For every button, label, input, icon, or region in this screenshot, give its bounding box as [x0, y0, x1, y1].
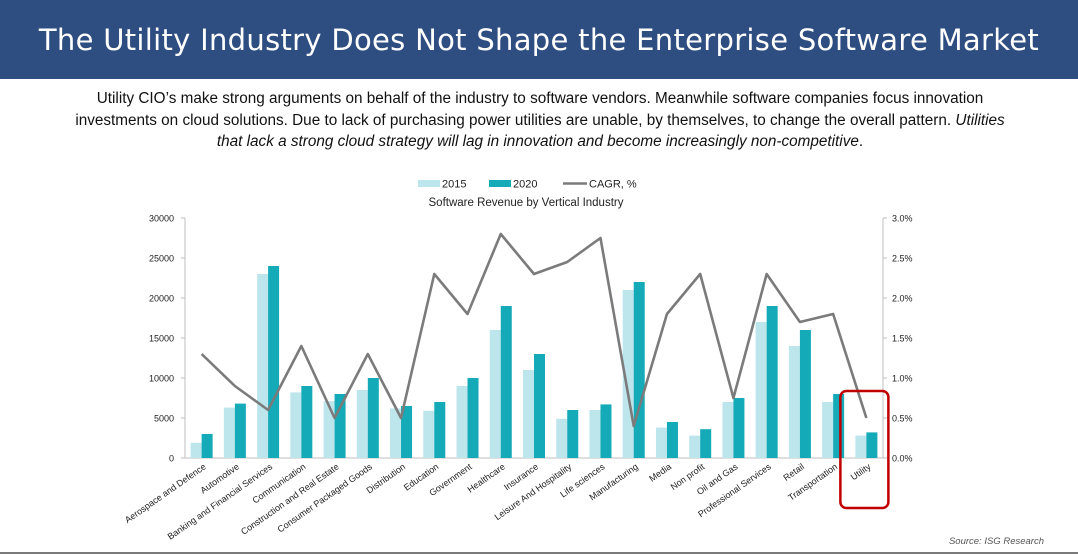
y-right-tick-label: 3.0%	[892, 214, 913, 224]
intro-regular: Utility CIO’s make strong arguments on b…	[75, 90, 984, 129]
source-note: Source: ISG Research	[948, 536, 1044, 547]
bar-2020	[799, 330, 811, 458]
y-left-tick-label: 20000	[149, 294, 174, 304]
bar-2020	[600, 404, 612, 458]
bar-2015	[290, 392, 302, 458]
legend-2015-label: 2015	[442, 179, 466, 191]
bar-2020	[866, 432, 878, 458]
bar-2015	[622, 290, 634, 458]
intro-text: Utility CIO’s make strong arguments on b…	[70, 88, 1010, 153]
bar-2020	[467, 378, 479, 458]
bar-2015	[257, 274, 269, 458]
y-right-tick-label: 1.5%	[892, 334, 913, 344]
bar-2015	[456, 386, 468, 458]
footer-divider	[0, 552, 1078, 554]
bar-2015	[356, 390, 368, 458]
bar-2020	[434, 402, 446, 458]
bar-2020	[234, 403, 246, 458]
bar-2015	[655, 427, 667, 458]
bar-2020	[534, 354, 545, 458]
bar-2020	[766, 306, 778, 458]
y-left-tick-label: 5000	[154, 414, 174, 424]
bar-2015	[390, 408, 402, 458]
chart-bars	[190, 266, 878, 458]
intro-end: .	[858, 133, 864, 150]
y-right-tick-label: 2.5%	[892, 254, 913, 264]
bar-2020	[334, 394, 346, 458]
y-right-tick-label: 2.0%	[892, 294, 913, 304]
bar-2020	[733, 398, 745, 458]
bar-2020	[201, 434, 213, 458]
bar-2020	[666, 422, 678, 458]
chart-title: Software Revenue by Vertical Industry	[429, 197, 624, 209]
bar-2015	[689, 435, 701, 458]
bar-2015	[755, 322, 767, 458]
bar-2015	[523, 370, 534, 458]
bar-2020	[700, 429, 712, 458]
bar-2015	[323, 401, 335, 458]
y-left-tick-label: 0	[169, 454, 174, 464]
chart-legend: 2015 2020 CAGR, %	[418, 179, 637, 191]
intro-italic: Utilities that lack a strong cloud strat…	[216, 111, 1005, 151]
y-right-tick-label: 0.0%	[892, 454, 913, 464]
bar-2020	[833, 394, 845, 458]
bar-2020	[268, 266, 280, 458]
category-label: Healthcare	[466, 461, 507, 494]
y-right-tick-label: 1.0%	[892, 374, 913, 384]
bar-2020	[401, 406, 413, 458]
bar-2020	[500, 306, 512, 458]
bar-2015	[556, 418, 568, 458]
category-label: Utility	[849, 461, 873, 482]
bar-2020	[567, 410, 579, 458]
bar-2020	[367, 378, 379, 458]
bar-2015	[423, 410, 435, 458]
legend-cagr-label: CAGR, %	[589, 179, 637, 191]
y-left-tick-label: 30000	[149, 214, 174, 224]
bar-2015	[722, 402, 734, 458]
page-title: The Utility Industry Does Not Shape the …	[38, 22, 1040, 57]
bar-2020	[633, 282, 645, 458]
y-left-tick-label: 15000	[149, 334, 174, 344]
bar-2015	[190, 442, 202, 458]
utility-highlight-box	[839, 389, 890, 510]
bar-2015	[855, 435, 867, 458]
bar-2015	[822, 402, 834, 458]
bar-2020	[301, 386, 313, 458]
bar-2015	[788, 346, 800, 458]
bar-2015	[489, 330, 501, 458]
legend-2020-swatch	[489, 180, 511, 187]
y-left-tick-label: 25000	[149, 254, 174, 264]
category-label: Retail	[781, 461, 806, 482]
y-right-tick-label: 0.5%	[892, 414, 913, 424]
bar-2015	[589, 410, 601, 458]
chart-cagr-line	[200, 232, 868, 428]
bar-2015	[223, 407, 235, 458]
legend-2020-label: 2020	[513, 179, 537, 191]
category-label: Media	[647, 461, 673, 483]
y-left-tick-label: 10000	[149, 374, 174, 384]
legend-2015-swatch	[418, 180, 440, 187]
title-bar: The Utility Industry Does Not Shape the …	[0, 0, 1078, 79]
